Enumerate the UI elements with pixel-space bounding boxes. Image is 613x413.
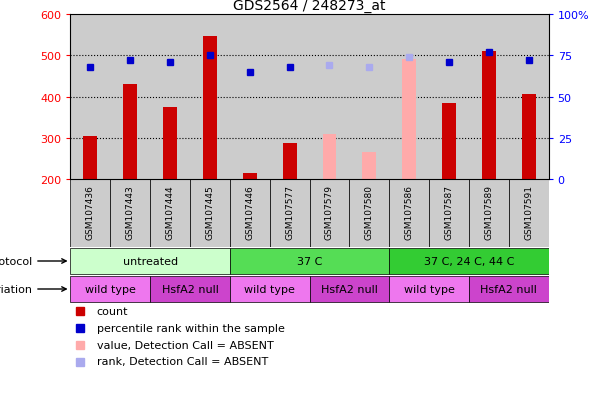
Bar: [230, 249, 389, 274]
Text: GSM107591: GSM107591: [524, 185, 533, 240]
Bar: [310, 180, 349, 247]
Bar: [429, 180, 469, 247]
Bar: [70, 249, 230, 274]
Text: GSM107587: GSM107587: [444, 185, 454, 240]
Bar: [349, 180, 389, 247]
Bar: [509, 15, 549, 180]
Bar: [469, 180, 509, 247]
Title: GDS2564 / 248273_at: GDS2564 / 248273_at: [234, 0, 386, 12]
Bar: [110, 15, 150, 180]
Bar: [150, 180, 190, 247]
Text: untreated: untreated: [123, 256, 178, 266]
Bar: [150, 15, 190, 180]
Text: wild type: wild type: [85, 284, 135, 294]
Bar: [150, 277, 230, 302]
Bar: [70, 277, 150, 302]
Text: GSM107436: GSM107436: [86, 185, 95, 240]
Bar: [362, 153, 376, 180]
Bar: [322, 134, 337, 180]
Bar: [230, 277, 310, 302]
Text: percentile rank within the sample: percentile rank within the sample: [97, 323, 284, 333]
Text: wild type: wild type: [245, 284, 295, 294]
Bar: [469, 277, 549, 302]
Bar: [509, 180, 549, 247]
Bar: [349, 15, 389, 180]
Bar: [270, 15, 310, 180]
Bar: [270, 180, 310, 247]
Bar: [283, 143, 297, 180]
Bar: [110, 180, 150, 247]
Bar: [429, 15, 469, 180]
Bar: [522, 95, 536, 180]
Text: GSM107445: GSM107445: [205, 185, 215, 240]
Text: GSM107589: GSM107589: [484, 185, 493, 240]
Text: GSM107577: GSM107577: [285, 185, 294, 240]
Text: GSM107586: GSM107586: [405, 185, 414, 240]
Text: GSM107443: GSM107443: [126, 185, 135, 240]
Bar: [190, 180, 230, 247]
Text: 37 C, 24 C, 44 C: 37 C, 24 C, 44 C: [424, 256, 514, 266]
Text: count: count: [97, 306, 128, 316]
Bar: [389, 277, 469, 302]
Bar: [389, 180, 429, 247]
Text: protocol: protocol: [0, 256, 66, 266]
Text: genotype/variation: genotype/variation: [0, 284, 66, 294]
Bar: [402, 60, 416, 180]
Text: GSM107580: GSM107580: [365, 185, 374, 240]
Bar: [389, 15, 429, 180]
Bar: [482, 52, 496, 180]
Text: HsfA2 null: HsfA2 null: [321, 284, 378, 294]
Text: wild type: wild type: [404, 284, 454, 294]
Bar: [310, 277, 389, 302]
Bar: [389, 249, 549, 274]
Bar: [123, 85, 137, 180]
Text: HsfA2 null: HsfA2 null: [481, 284, 537, 294]
Bar: [163, 107, 177, 180]
Bar: [203, 37, 217, 180]
Bar: [310, 15, 349, 180]
Text: GSM107446: GSM107446: [245, 185, 254, 240]
Bar: [190, 15, 230, 180]
Bar: [70, 15, 110, 180]
Bar: [230, 180, 270, 247]
Bar: [83, 136, 97, 180]
Text: rank, Detection Call = ABSENT: rank, Detection Call = ABSENT: [97, 357, 268, 367]
Text: value, Detection Call = ABSENT: value, Detection Call = ABSENT: [97, 340, 273, 350]
Text: GSM107444: GSM107444: [166, 185, 175, 240]
Text: 37 C: 37 C: [297, 256, 322, 266]
Bar: [469, 15, 509, 180]
Bar: [442, 103, 456, 180]
Bar: [230, 15, 270, 180]
Bar: [243, 173, 257, 180]
Text: HsfA2 null: HsfA2 null: [162, 284, 218, 294]
Bar: [70, 180, 110, 247]
Text: GSM107579: GSM107579: [325, 185, 334, 240]
